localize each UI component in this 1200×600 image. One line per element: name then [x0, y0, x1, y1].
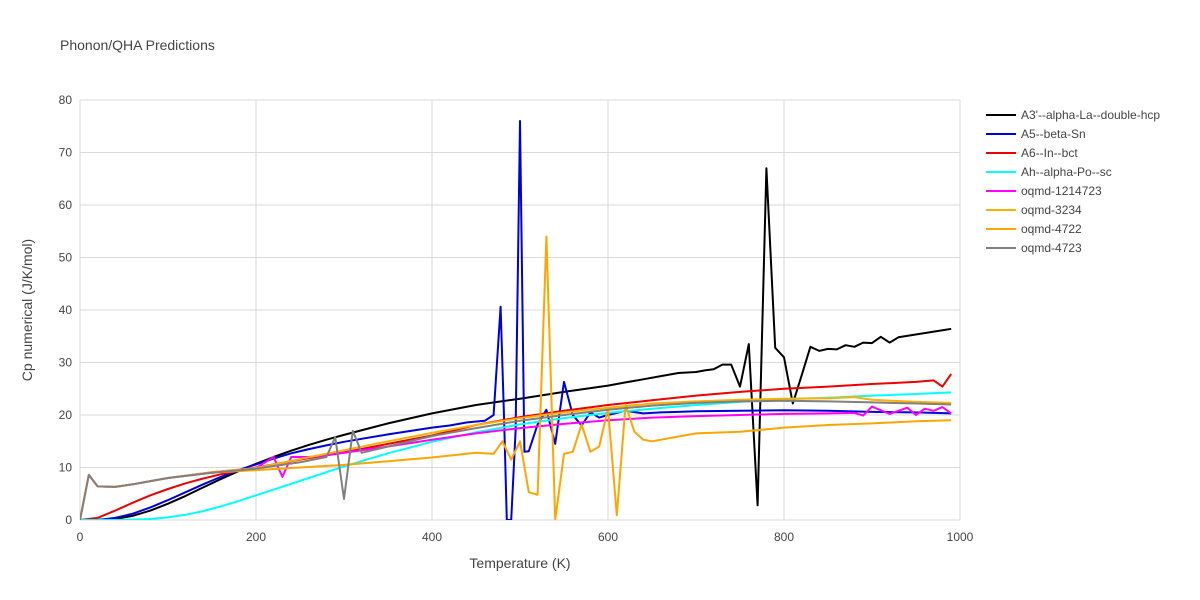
x-axis-title: Temperature (K): [469, 555, 570, 571]
y-tick-label: 50: [59, 251, 73, 265]
y-axis-title: Cp numerical (J/K/mol): [19, 239, 35, 381]
y-tick-label: 0: [65, 513, 72, 527]
legend-label: Ah--alpha-Po--sc: [1021, 165, 1112, 179]
x-tick-label: 800: [774, 530, 794, 544]
series-layer: [80, 120, 953, 520]
chart-title: Phonon/QHA Predictions: [60, 37, 215, 53]
x-tick-label: 400: [422, 530, 442, 544]
y-tick-label: 60: [59, 198, 73, 212]
legend-label: A3'--alpha-La--double-hcp: [1021, 108, 1160, 122]
legend-item[interactable]: A3'--alpha-La--double-hcp: [986, 108, 1160, 122]
legend-label: A6--In--bct: [1021, 146, 1078, 160]
x-tick-label: 200: [246, 530, 266, 544]
legend-item[interactable]: Ah--alpha-Po--sc: [986, 165, 1112, 179]
legend-label: oqmd-4723: [1021, 241, 1082, 255]
y-tick-labels: 0 10 20 30 40 50 60 70 80: [59, 93, 73, 527]
legend[interactable]: A3'--alpha-La--double-hcp A5--beta-Sn A6--…: [986, 108, 1160, 255]
x-tick-labels: 0 200 400 600 800 1000: [77, 530, 974, 544]
y-tick-label: 10: [59, 461, 73, 475]
series-line-oqmd-4723: [80, 399, 952, 520]
legend-label: oqmd-4722: [1021, 222, 1082, 236]
legend-item[interactable]: oqmd-4723: [986, 241, 1082, 255]
x-tick-label: 1000: [947, 530, 974, 544]
x-tick-label: 600: [598, 530, 618, 544]
legend-item[interactable]: oqmd-1214723: [986, 184, 1102, 198]
series-line-a3-alpha-la-double-hcp: [80, 167, 952, 520]
legend-item[interactable]: A6--In--bct: [986, 146, 1078, 160]
y-tick-label: 80: [59, 93, 73, 107]
y-tick-label: 20: [59, 408, 73, 422]
legend-item[interactable]: oqmd-4722: [986, 222, 1082, 236]
y-tick-label: 70: [59, 146, 73, 160]
y-tick-label: 30: [59, 356, 73, 370]
legend-label: A5--beta-Sn: [1021, 127, 1086, 141]
series-line-a5-beta-sn: [80, 120, 952, 520]
legend-item[interactable]: A5--beta-Sn: [986, 127, 1086, 141]
legend-label: oqmd-1214723: [1021, 184, 1102, 198]
legend-item[interactable]: oqmd-3234: [986, 203, 1082, 217]
y-tick-label: 40: [59, 303, 73, 317]
legend-label: oqmd-3234: [1021, 203, 1082, 217]
x-tick-label: 0: [77, 530, 84, 544]
